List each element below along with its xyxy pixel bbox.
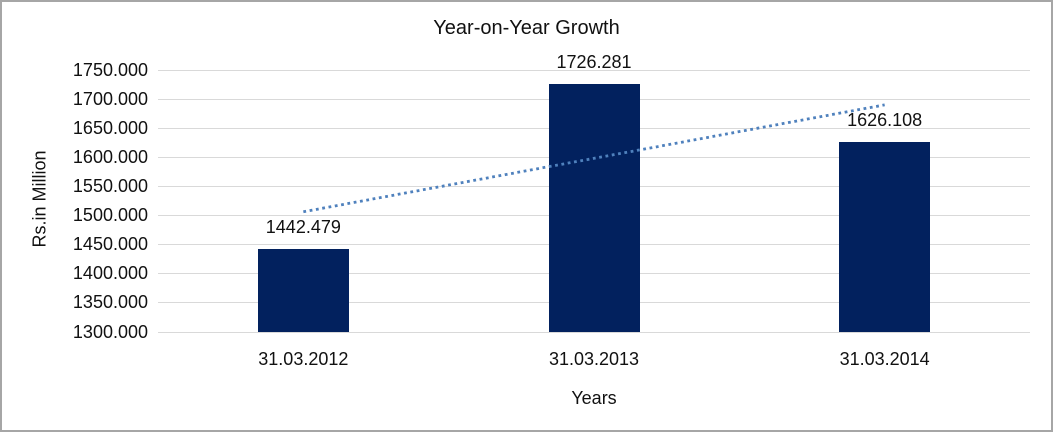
bar	[548, 83, 640, 332]
gridline	[158, 331, 1030, 333]
y-tick-label: 1700.000	[72, 88, 148, 109]
y-tick-label: 1600.000	[72, 146, 148, 167]
x-category-label: 31.03.2012	[258, 349, 349, 369]
y-tick-label: 1400.000	[72, 263, 148, 284]
gridline	[158, 69, 1030, 71]
y-tick-label: 1650.000	[72, 117, 148, 138]
y-tick-label: 1300.000	[72, 321, 148, 342]
y-tick-label: 1450.000	[72, 234, 148, 255]
bar	[257, 249, 349, 332]
x-axis-title: Years	[571, 388, 617, 408]
chart-title: Year-on-Year Growth	[433, 17, 620, 39]
bar	[839, 142, 931, 332]
y-tick-label: 1550.000	[72, 175, 148, 196]
bar-value-label: 1442.479	[265, 217, 341, 238]
x-category-label: 31.03.2013	[548, 349, 640, 369]
y-tick-label: 1750.000	[72, 59, 148, 80]
bar-value-label: 1626.108	[847, 110, 923, 131]
x-category-label: 31.03.2014	[839, 349, 930, 369]
y-tick-label: 1500.000	[72, 205, 148, 226]
bar-value-label: 1726.281	[556, 51, 632, 72]
y-tick-label: 1350.000	[72, 292, 148, 313]
